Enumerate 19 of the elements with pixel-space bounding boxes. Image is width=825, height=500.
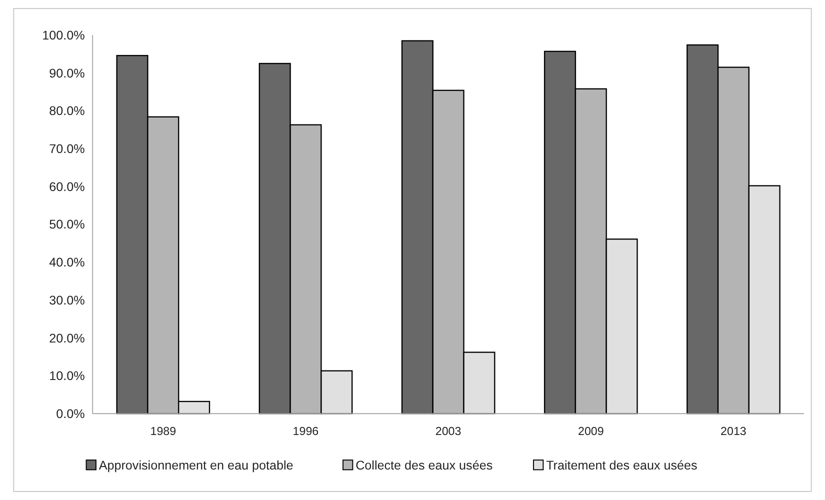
x-tick-label: 2009: [578, 424, 604, 438]
y-tick-label: 50.0%: [49, 218, 85, 232]
legend-label: Collecte des eaux usées: [356, 458, 493, 472]
y-tick-label: 30.0%: [49, 293, 85, 308]
y-tick-label: 70.0%: [49, 142, 85, 156]
y-tick-label: 40.0%: [49, 256, 85, 270]
x-tick-label: 1989: [150, 424, 176, 438]
x-tick-label: 2003: [435, 424, 462, 438]
legend-label: Approvisionnement en eau potable: [98, 458, 294, 472]
x-tick-label: 1996: [292, 424, 319, 438]
x-tick-label: 2013: [720, 424, 746, 438]
y-tick-label: 60.0%: [49, 180, 85, 194]
y-tick-label: 80.0%: [49, 104, 85, 118]
y-tick-label: 20.0%: [49, 331, 85, 346]
legend-label: Traitement des eaux usées: [546, 458, 698, 472]
y-tick-label: 10.0%: [49, 369, 85, 384]
y-tick-label: 90.0%: [49, 66, 85, 80]
y-tick-label: 100.0%: [42, 28, 85, 43]
y-tick-label: 0.0%: [56, 406, 85, 421]
